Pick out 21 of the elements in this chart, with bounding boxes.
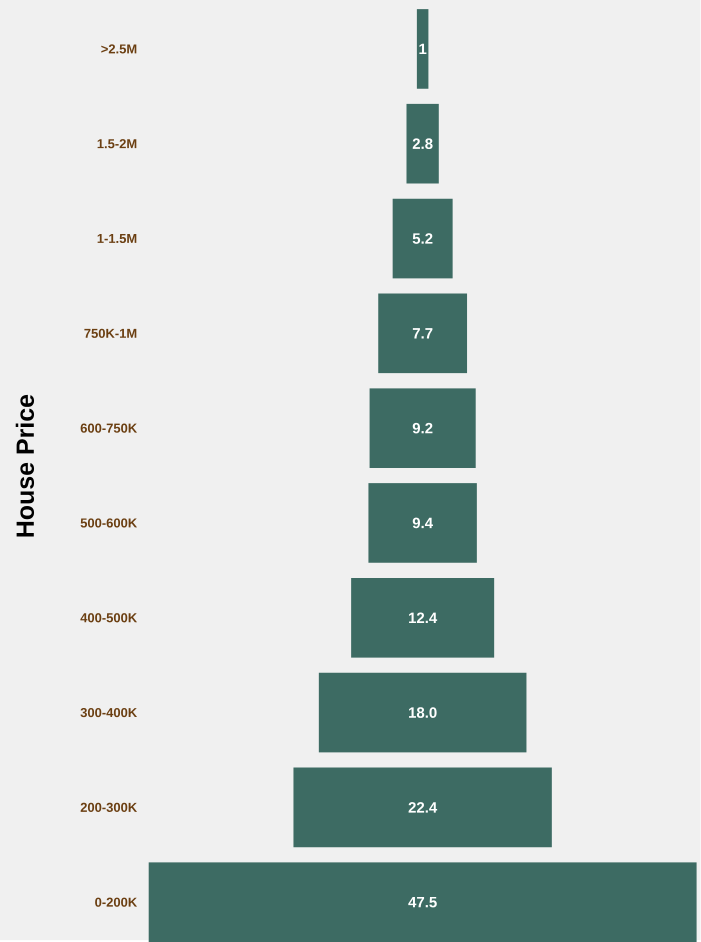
category-label: 1-1.5M xyxy=(98,234,137,244)
data-label: 12.4 xyxy=(409,612,438,623)
category-label: 600-750K xyxy=(80,424,138,433)
data-label: 1 xyxy=(420,44,427,54)
data-label: 5.2 xyxy=(412,233,433,244)
category-label: 0-200K xyxy=(95,898,138,907)
category-label: 400-500K xyxy=(80,613,138,622)
category-label: 750K-1M xyxy=(84,328,137,338)
category-label: 1.5-2M xyxy=(98,139,137,148)
data-label: 2.8 xyxy=(412,138,433,150)
data-label: 9.2 xyxy=(412,422,433,434)
category-label: 500-600K xyxy=(80,518,138,528)
data-label: 9.4 xyxy=(412,518,434,528)
data-label: 7.7 xyxy=(413,328,433,338)
data-label: 47.5 xyxy=(408,896,437,908)
category-label: >2.5M xyxy=(102,44,137,54)
data-label: 18.0 xyxy=(409,707,437,718)
text: House Price xyxy=(16,394,34,537)
category-label: 200-300K xyxy=(80,802,138,812)
data-label: 22.4 xyxy=(408,802,438,813)
category-label: 300-400K xyxy=(80,708,138,718)
